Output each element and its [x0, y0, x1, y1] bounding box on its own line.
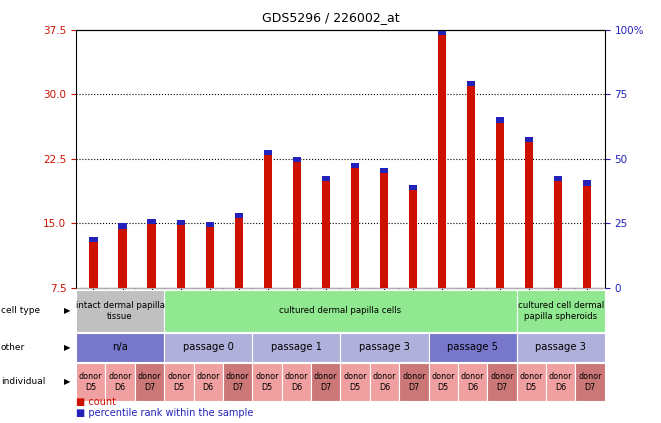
- Text: donor
D6: donor D6: [461, 372, 485, 392]
- Bar: [235, 213, 243, 218]
- Bar: [496, 118, 504, 123]
- Text: donor
D7: donor D7: [226, 372, 249, 392]
- Text: cell type: cell type: [1, 306, 40, 316]
- Text: donor
D5: donor D5: [343, 372, 367, 392]
- Bar: [467, 81, 475, 288]
- Text: individual: individual: [1, 377, 45, 387]
- Text: donor
D6: donor D6: [108, 372, 132, 392]
- Bar: [409, 185, 417, 190]
- Bar: [583, 180, 592, 186]
- Text: donor
D6: donor D6: [196, 372, 220, 392]
- Text: donor
D7: donor D7: [314, 372, 338, 392]
- Bar: [147, 219, 155, 288]
- Text: ▶: ▶: [64, 343, 71, 352]
- Bar: [147, 219, 155, 224]
- Bar: [293, 157, 301, 162]
- Bar: [235, 213, 243, 288]
- Bar: [525, 137, 533, 143]
- Bar: [467, 81, 475, 86]
- Bar: [409, 185, 417, 288]
- Text: donor
D7: donor D7: [402, 372, 426, 392]
- Text: passage 3: passage 3: [359, 342, 410, 352]
- Text: donor
D5: donor D5: [167, 372, 190, 392]
- Text: donor
D6: donor D6: [549, 372, 572, 392]
- Text: passage 1: passage 1: [271, 342, 322, 352]
- Bar: [176, 220, 184, 288]
- Text: donor
D7: donor D7: [578, 372, 602, 392]
- Text: other: other: [1, 343, 25, 352]
- Bar: [438, 30, 446, 288]
- Bar: [264, 150, 272, 155]
- Text: GDS5296 / 226002_at: GDS5296 / 226002_at: [262, 11, 399, 24]
- Bar: [496, 118, 504, 288]
- Text: donor
D5: donor D5: [432, 372, 455, 392]
- Bar: [351, 163, 359, 168]
- Bar: [264, 150, 272, 288]
- Bar: [583, 180, 592, 288]
- Bar: [555, 176, 563, 288]
- Bar: [293, 157, 301, 288]
- Text: cultured dermal papilla cells: cultured dermal papilla cells: [280, 306, 401, 316]
- Text: donor
D6: donor D6: [373, 372, 396, 392]
- Text: donor
D5: donor D5: [255, 372, 279, 392]
- Text: cultured cell dermal
papilla spheroids: cultured cell dermal papilla spheroids: [518, 301, 604, 321]
- Bar: [438, 30, 446, 35]
- Bar: [555, 176, 563, 181]
- Bar: [525, 137, 533, 288]
- Bar: [351, 163, 359, 288]
- Bar: [118, 223, 126, 288]
- Text: ■ percentile rank within the sample: ■ percentile rank within the sample: [76, 408, 253, 418]
- Bar: [176, 220, 184, 225]
- Text: passage 5: passage 5: [447, 342, 498, 352]
- Text: passage 0: passage 0: [183, 342, 233, 352]
- Text: ▶: ▶: [64, 377, 71, 387]
- Text: intact dermal papilla
tissue: intact dermal papilla tissue: [75, 301, 165, 321]
- Bar: [380, 168, 388, 288]
- Bar: [89, 237, 98, 242]
- Bar: [206, 222, 214, 288]
- Text: passage 3: passage 3: [535, 342, 586, 352]
- Bar: [89, 237, 98, 288]
- Bar: [322, 176, 330, 181]
- Text: donor
D7: donor D7: [137, 372, 161, 392]
- Text: donor
D7: donor D7: [490, 372, 514, 392]
- Text: n/a: n/a: [112, 342, 128, 352]
- Bar: [380, 168, 388, 173]
- Text: donor
D5: donor D5: [79, 372, 102, 392]
- Bar: [322, 176, 330, 288]
- Text: donor
D5: donor D5: [520, 372, 543, 392]
- Text: ■ count: ■ count: [76, 397, 116, 407]
- Text: donor
D6: donor D6: [285, 372, 308, 392]
- Text: ▶: ▶: [64, 306, 71, 316]
- Bar: [206, 222, 214, 227]
- Bar: [118, 223, 126, 228]
